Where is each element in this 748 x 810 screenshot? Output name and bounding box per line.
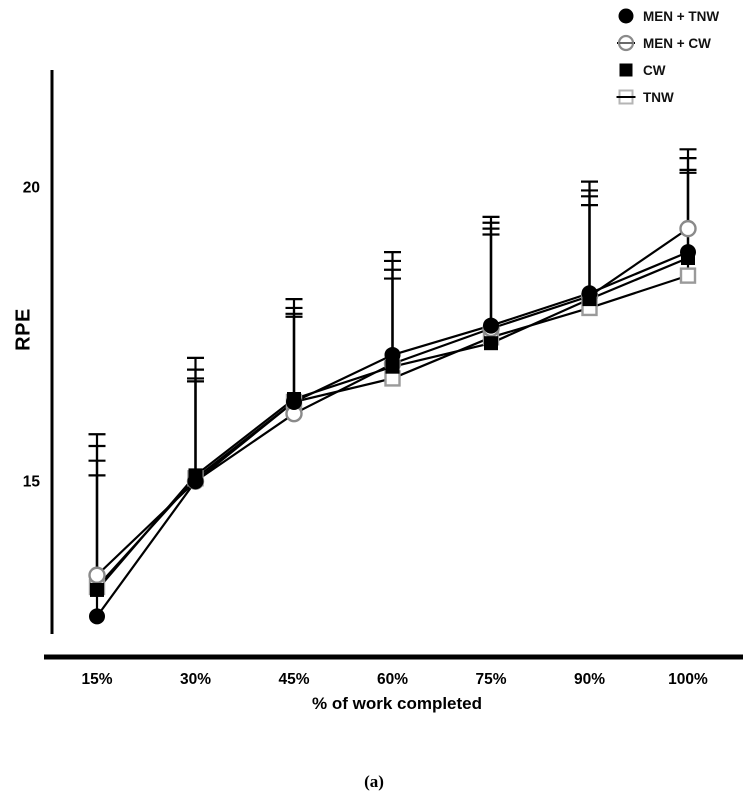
svg-text:45%: 45% — [278, 671, 309, 688]
x-tick-labels: 15% 30% 45% 60% 75% 90% 100% — [81, 671, 708, 688]
svg-text:100%: 100% — [668, 671, 708, 688]
svg-text:90%: 90% — [574, 671, 605, 688]
filled-square-icon — [619, 63, 633, 77]
figure-caption: (a) — [364, 772, 384, 791]
svg-text:20: 20 — [23, 180, 40, 197]
legend-item-men-cw: MEN + CW — [616, 33, 719, 53]
filled-circle-icon — [618, 8, 634, 24]
open-square-icon — [616, 89, 636, 105]
axes — [44, 70, 743, 660]
svg-text:75%: 75% — [475, 671, 506, 688]
legend-label: MEN + CW — [643, 35, 711, 51]
open-circle-icon — [617, 34, 635, 52]
legend-item-tnw: TNW — [616, 87, 719, 107]
svg-text:15: 15 — [23, 473, 41, 490]
legend-item-cw: CW — [616, 60, 719, 80]
svg-text:60%: 60% — [377, 671, 408, 688]
svg-text:30%: 30% — [180, 671, 211, 688]
legend-item-men-tnw: MEN + TNW — [616, 6, 719, 26]
chart-legend: MEN + TNW MEN + CW CW TNW — [616, 6, 719, 107]
series-markers — [88, 219, 697, 625]
y-axis-title: RPE — [12, 308, 35, 351]
x-axis-title: % of work completed — [311, 694, 483, 713]
svg-text:15%: 15% — [81, 671, 112, 688]
legend-label: MEN + TNW — [643, 8, 720, 24]
legend-label: TNW — [643, 89, 674, 105]
legend-label: CW — [643, 62, 666, 78]
